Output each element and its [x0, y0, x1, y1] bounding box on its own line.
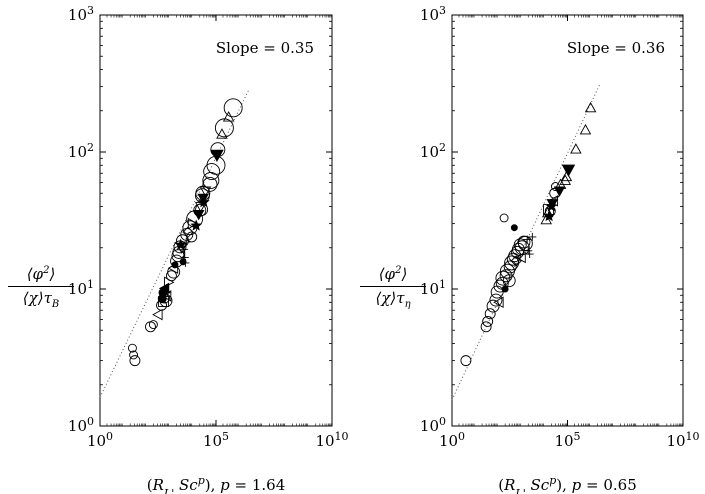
data-point	[129, 355, 141, 367]
slope-annotation: Slope = 0.36	[567, 39, 665, 57]
data-point	[193, 203, 207, 217]
y-label-denominator: ⟨χ⟩τB	[22, 289, 60, 311]
data-point	[210, 142, 226, 158]
x-tick-label: 1010	[315, 430, 348, 451]
y-tick-label: 101	[420, 278, 446, 299]
data-point	[503, 260, 517, 274]
data-point	[148, 320, 158, 330]
left-chart-panel: 100 101 102 103 100 105 1010 Slope = 0.35 (RL' S…	[68, 4, 349, 494]
data-point	[523, 235, 532, 244]
y-tick-label: 100	[68, 415, 94, 436]
data-point	[502, 274, 516, 288]
data-point	[182, 238, 191, 247]
data-point	[559, 174, 572, 185]
x-tick-label: 1010	[666, 430, 699, 451]
right-chart-panel: 100 101 102 103 100 105 1010 Slope = 0.36 (RL' S…	[420, 4, 700, 494]
y-label-numerator: ⟨φ2⟩	[378, 265, 408, 283]
plot-frame	[451, 14, 684, 427]
data-point	[554, 178, 567, 189]
data-point	[152, 308, 163, 321]
data-point	[159, 294, 173, 308]
data-point	[540, 213, 552, 225]
data-point	[186, 231, 198, 243]
data-point	[528, 232, 537, 241]
y-tick-label: 100	[420, 415, 446, 436]
data-point	[484, 308, 496, 320]
fit-line	[99, 90, 249, 398]
data-point	[489, 293, 503, 307]
data-point	[508, 249, 522, 263]
data-point	[202, 171, 220, 189]
data-point	[165, 270, 177, 282]
data-point	[203, 163, 221, 180]
plot-frame	[99, 14, 333, 427]
data-point	[553, 186, 566, 197]
data-point	[486, 299, 500, 313]
y-tick-label: 102	[68, 141, 94, 162]
data-point	[514, 240, 530, 256]
x-tick-label: 100	[87, 430, 113, 451]
data-point	[561, 164, 576, 177]
right-y-axis-label: ⟨φ2⟩ ⟨χ⟩τη	[354, 262, 432, 313]
data-point	[182, 226, 194, 238]
data-point	[560, 170, 573, 182]
y-tick-label: 102	[420, 141, 446, 162]
data-point	[510, 224, 518, 232]
data-point	[482, 315, 494, 327]
data-point	[160, 290, 172, 302]
data-point	[129, 350, 139, 360]
data-point	[163, 288, 172, 297]
data-point	[584, 101, 597, 113]
data-point	[197, 196, 210, 208]
x-axis-label: (RL' Scp), p = 0.65	[498, 474, 637, 494]
data-point	[202, 176, 218, 192]
x-tick-label: 105	[203, 430, 229, 451]
data-point	[180, 245, 189, 254]
data-point	[524, 246, 533, 255]
slope-annotation: Slope = 0.35	[216, 39, 314, 57]
data-point	[127, 343, 137, 353]
data-point	[216, 128, 228, 139]
data-point	[223, 98, 243, 118]
y-tick-label: 103	[68, 4, 94, 25]
data-point	[190, 219, 203, 231]
data-point	[493, 296, 504, 309]
data-point	[579, 123, 592, 135]
x-axis-label: (RL' Scp), p = 1.64	[147, 474, 286, 494]
data-point	[504, 255, 520, 271]
data-point	[179, 258, 187, 266]
y-label-denominator: ⟨χ⟩τη	[375, 289, 411, 311]
left-y-axis-label: ⟨φ2⟩ ⟨χ⟩τB	[2, 262, 80, 313]
fraction-bar	[8, 286, 74, 287]
data-point	[501, 285, 509, 293]
data-point	[480, 321, 492, 333]
y-tick-label: 101	[68, 278, 94, 299]
data-point	[570, 143, 582, 154]
x-tick-label: 105	[554, 430, 580, 451]
x-tick-label: 100	[439, 430, 465, 451]
y-label-numerator: ⟨φ2⟩	[26, 265, 56, 283]
data-point	[525, 250, 534, 259]
fraction-bar	[360, 286, 426, 287]
data-point	[517, 235, 531, 249]
y-tick-label: 103	[420, 4, 446, 25]
data-point	[460, 355, 472, 367]
data-point	[499, 213, 509, 223]
